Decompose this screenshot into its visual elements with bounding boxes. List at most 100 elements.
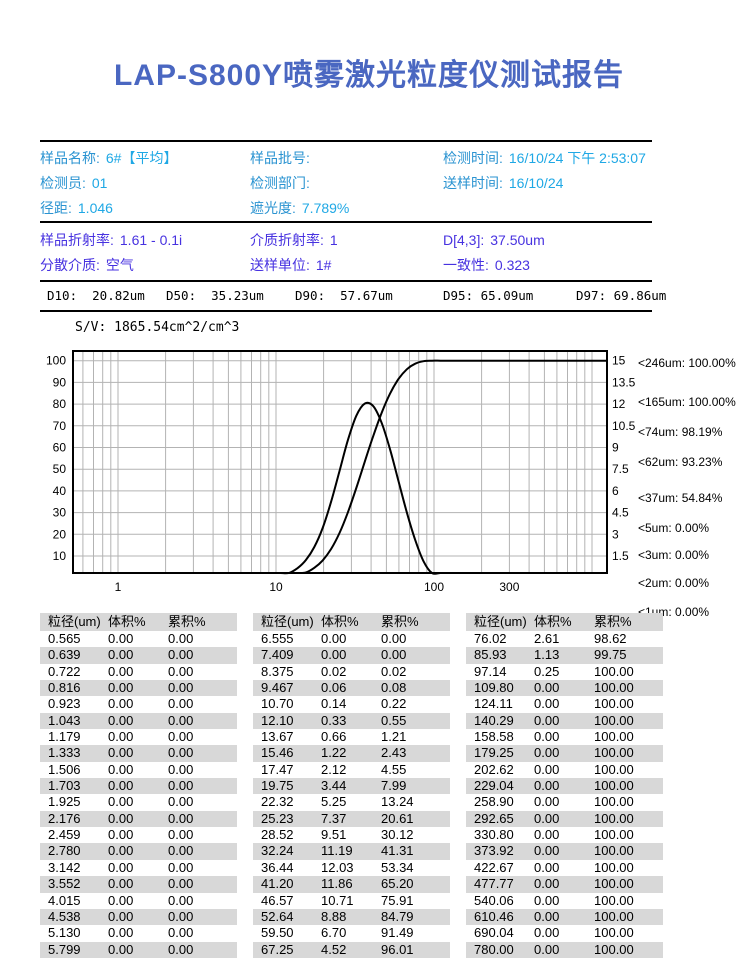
cumulative-label-item: <74um: 98.19% <box>638 425 723 439</box>
svg-text:100: 100 <box>46 354 66 368</box>
table-row: 28.52 9.51 30.12 <box>253 827 450 843</box>
table-cell: 4.55 <box>381 761 407 777</box>
svg-text:12: 12 <box>612 397 626 411</box>
table-cell: 0.00 <box>534 892 560 908</box>
table-cell: 100.00 <box>594 663 634 679</box>
table-header-cell: 体积% <box>321 614 359 629</box>
table-cell: 52.64 <box>261 908 294 924</box>
table-cell: 28.52 <box>261 827 294 843</box>
table-cell: 8.375 <box>261 663 294 679</box>
info-cell: 样品折射率: 1.61 - 0.1i <box>40 228 250 253</box>
table-cell: 100.00 <box>594 892 634 908</box>
svg-text:10.5: 10.5 <box>612 419 636 433</box>
table-cell: 67.25 <box>261 941 294 957</box>
table-row: 41.20 11.86 65.20 <box>253 876 450 893</box>
table-row: 610.46 0.00 100.00 <box>466 908 663 926</box>
info-label: 样品折射率: <box>40 232 114 248</box>
table-cell: 75.91 <box>381 892 414 908</box>
d-value-item: D90: 57.67um <box>295 288 393 303</box>
table-cell: 5.799 <box>48 941 81 957</box>
table-row: 179.25 0.00 100.00 <box>466 745 663 762</box>
table-cell: 0.00 <box>108 680 134 696</box>
table-cell: 0.565 <box>48 631 81 646</box>
table-cell: 0.00 <box>534 680 560 696</box>
table-cell: 100.00 <box>594 908 634 924</box>
table-header-cell: 体积% <box>108 614 146 629</box>
table-cell: 100.00 <box>594 843 634 859</box>
svg-text:100: 100 <box>424 580 444 594</box>
table-cell: 780.00 <box>474 941 514 957</box>
table-cell: 41.31 <box>381 843 414 859</box>
table-row: 0.816 0.00 0.00 <box>40 680 237 697</box>
table-cell: 0.00 <box>108 827 134 843</box>
table-row: 67.25 4.52 96.01 <box>253 941 450 958</box>
table-cell: 0.00 <box>108 794 134 810</box>
table-row: 1.925 0.00 0.00 <box>40 794 237 810</box>
table-cell: 0.25 <box>534 663 560 679</box>
table-row: 17.47 2.12 4.55 <box>253 762 450 778</box>
table-cell: 0.00 <box>108 810 134 826</box>
table-cell: 0.00 <box>534 843 560 859</box>
section-rule <box>40 221 652 223</box>
table-cell: 91.49 <box>381 925 414 941</box>
table-cell: 0.06 <box>321 680 347 696</box>
table-cell: 4.52 <box>321 941 347 957</box>
table-cell: 10.71 <box>321 892 354 908</box>
table-cell: 22.32 <box>261 794 294 810</box>
table-cell: 0.00 <box>108 859 134 875</box>
table-row: 1.179 0.00 0.00 <box>40 729 237 745</box>
table-cell: 7.409 <box>261 647 294 663</box>
table-row: 422.67 0.00 100.00 <box>466 860 663 876</box>
table-cell: 6.555 <box>261 631 294 646</box>
info-value: 16/10/24 下午 2:53:07 <box>508 150 646 166</box>
table-cell: 97.14 <box>474 663 507 679</box>
info-label: 一致性: <box>443 257 489 273</box>
table-cell: 0.00 <box>108 663 134 679</box>
info-label: 样品批号: <box>250 150 310 166</box>
table-group: 粒径(um) 体积% 累积% 6.555 0.00 0.00 7.409 0.00 0.00 8.… <box>253 613 450 958</box>
info-value: 6#【平均】 <box>105 150 178 166</box>
d-value-item: D97: 69.86um <box>576 288 667 303</box>
table-row: 4.538 0.00 0.00 <box>40 908 237 926</box>
table-row: 0.722 0.00 0.00 <box>40 664 237 680</box>
table-cell: 0.00 <box>168 745 194 761</box>
info-value: 空气 <box>105 257 134 273</box>
info-label: 样品名称: <box>40 150 100 166</box>
table-cell: 0.00 <box>321 647 347 663</box>
table-cell: 0.722 <box>48 663 81 679</box>
info-value: 37.50um <box>490 232 545 248</box>
table-row: 2.459 0.00 0.00 <box>40 827 237 843</box>
info-label: 分散介质: <box>40 257 100 273</box>
table-row: 5.130 0.00 0.00 <box>40 925 237 941</box>
info-cell: 检测员: 01 <box>40 171 250 196</box>
cumulative-label-item: <165um: 100.00% <box>638 395 736 409</box>
table-cell: 1.925 <box>48 794 81 810</box>
info-value: 1.61 - 0.1i <box>119 232 183 248</box>
svg-text:80: 80 <box>53 397 67 411</box>
table-cell: 0.00 <box>534 876 560 892</box>
table-cell: 100.00 <box>594 696 634 712</box>
table-cell: 0.00 <box>108 925 134 941</box>
table-cell: 0.00 <box>168 843 194 859</box>
table-cell: 0.08 <box>381 680 407 696</box>
table-header-cell: 粒径(um) <box>261 614 314 629</box>
table-cell: 100.00 <box>594 810 634 826</box>
info-cell: 径距: 1.046 <box>40 196 250 221</box>
info-label: 检测部门: <box>250 175 310 191</box>
table-cell: 100.00 <box>594 941 634 957</box>
table-cell: 100.00 <box>594 859 634 875</box>
info-section-2: 样品折射率: 1.61 - 0.1i 介质折射率: 1 D[4,3]: 37.50um 分散… <box>40 228 680 278</box>
table-cell: 229.04 <box>474 778 514 794</box>
info-cell: 送样时间: 16/10/24 <box>443 171 680 196</box>
table-cell: 3.44 <box>321 778 347 794</box>
table-cell: 179.25 <box>474 745 514 761</box>
sv-line: S/V: 1865.54cm^2/cm^3 <box>75 320 240 335</box>
table-row: 0.923 0.00 0.00 <box>40 696 237 712</box>
cumulative-label-item: <3um: 0.00% <box>638 548 710 562</box>
table-cell: 13.24 <box>381 794 414 810</box>
table-cell: 373.92 <box>474 843 514 859</box>
table-row: 229.04 0.00 100.00 <box>466 778 663 795</box>
table-cell: 100.00 <box>594 680 634 696</box>
table-cell: 422.67 <box>474 859 514 875</box>
svg-text:1.5: 1.5 <box>612 549 629 563</box>
